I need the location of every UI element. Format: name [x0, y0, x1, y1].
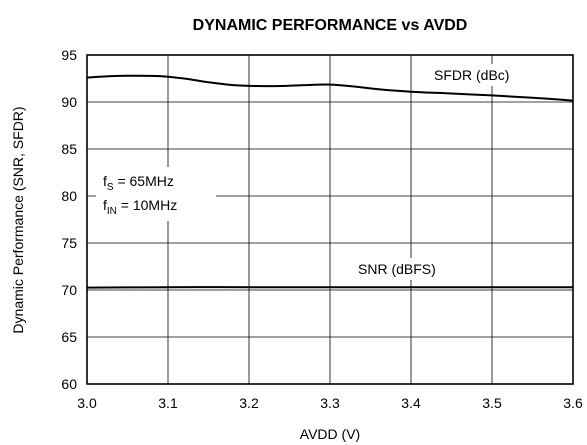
y-axis-label: Dynamic Performance (SNR, SFDR)	[10, 106, 26, 333]
x-axis-label: AVDD (V)	[300, 426, 360, 442]
y-tick-label: 90	[61, 94, 77, 110]
y-tick-label: 85	[61, 141, 77, 157]
sfdr-line	[86, 74, 574, 102]
x-tick-labels: 3.0 3.1 3.2 3.3 3.4 3.5 3.6	[77, 395, 583, 411]
y-tick-label: 95	[61, 47, 77, 63]
series-lines	[86, 74, 574, 289]
y-tick-label: 60	[61, 376, 77, 392]
y-tick-label: 75	[61, 235, 77, 251]
y-tick-label: 80	[61, 188, 77, 204]
x-tick-label: 3.3	[320, 395, 340, 411]
conditions-box-bg	[96, 167, 216, 221]
y-tick-label: 65	[61, 329, 77, 345]
sfdr-series-label: SFDR (dBc)	[434, 67, 509, 83]
fs-main: f	[103, 173, 107, 189]
sfdr-label-bg	[425, 64, 541, 86]
x-tick-label: 3.6	[563, 395, 583, 411]
fin-main: f	[103, 197, 107, 213]
fin-value: = 10MHz	[117, 197, 177, 213]
x-tick-label: 3.2	[239, 395, 259, 411]
y-tick-labels: 60 65 70 75 80 85 90 95	[61, 47, 77, 392]
snr-label-bg	[352, 258, 472, 280]
x-tick-label: 3.4	[401, 395, 421, 411]
fin-annotation: fIN = 10MHz	[103, 197, 177, 217]
y-tick-label: 70	[61, 282, 77, 298]
chart-title: DYNAMIC PERFORMANCE vs AVDD	[193, 17, 468, 34]
plot-frame	[86, 54, 574, 385]
x-tick-label: 3.5	[482, 395, 502, 411]
fs-subscript: S	[107, 182, 114, 193]
x-tick-label: 3.0	[77, 395, 97, 411]
fs-annotation: fS = 65MHz	[103, 173, 174, 193]
fs-value: = 65MHz	[114, 173, 174, 189]
fin-subscript: IN	[107, 206, 117, 217]
snr-series-label: SNR (dBFS)	[358, 261, 436, 277]
x-tick-label: 3.1	[158, 395, 178, 411]
